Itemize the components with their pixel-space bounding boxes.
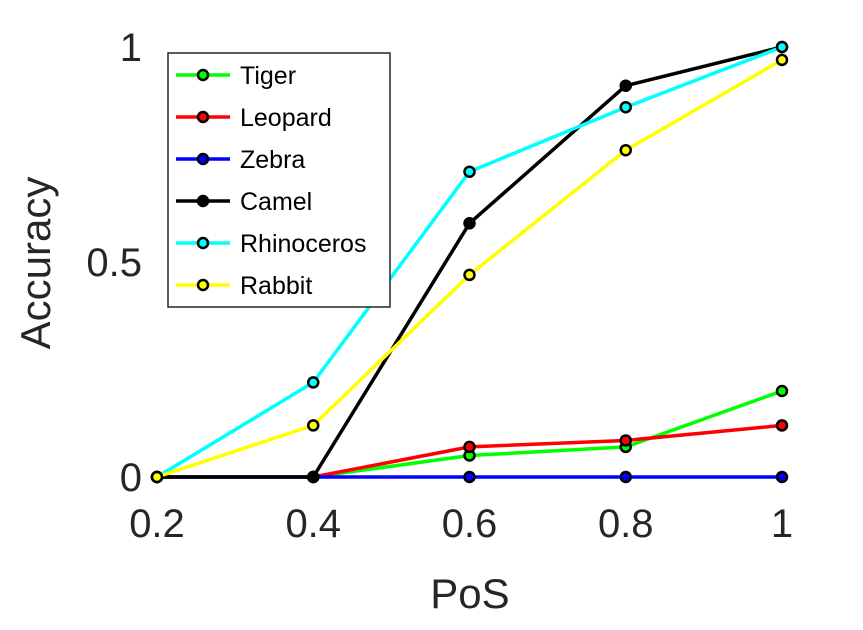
point-rhinoceros-4	[775, 40, 789, 54]
x-tick-label: 0.6	[442, 502, 498, 546]
legend-label-rabbit: Rabbit	[240, 272, 312, 300]
legend-label-tiger: Tiger	[240, 62, 296, 90]
point-camel-3	[619, 79, 632, 92]
point-rabbit-3	[619, 143, 632, 157]
point-camel-1	[307, 470, 320, 484]
legend-marker-leopard	[196, 110, 210, 124]
x-tick-label: 0.4	[285, 502, 341, 546]
point-camel-2	[463, 217, 476, 230]
point-rhinoceros-3	[619, 100, 632, 114]
legend-marker-camel	[196, 194, 210, 208]
legend-marker-rhinoceros	[196, 236, 210, 250]
plot-area	[150, 40, 789, 484]
point-tiger-4	[775, 384, 789, 398]
y-axis-label: Accuracy	[12, 177, 59, 350]
legend-label-zebra: Zebra	[240, 146, 305, 174]
x-tick-label: 0.2	[129, 502, 185, 546]
y-tick-label: 1	[120, 26, 142, 70]
point-rabbit-0	[150, 470, 164, 484]
y-tick-label: 0.5	[86, 241, 142, 285]
x-axis-label: PoS	[430, 570, 509, 617]
legend-label-leopard: Leopard	[240, 104, 332, 132]
point-rhinoceros-1	[307, 376, 320, 389]
x-tick-label: 1	[771, 502, 793, 546]
point-leopard-3	[619, 434, 632, 447]
point-zebra-3	[619, 470, 632, 484]
point-leopard-4	[775, 419, 789, 432]
legend: Tiger Leopard Zebra Camel Rhinoceros Rabbit	[167, 52, 391, 308]
axes: 0.2 0.4 0.6 0.8 1 0 0.5 1	[86, 26, 793, 546]
point-zebra-4	[775, 470, 789, 484]
x-tick-label: 0.8	[598, 502, 654, 546]
point-leopard-2	[463, 440, 476, 454]
point-rhinoceros-2	[463, 165, 476, 178]
point-rabbit-2	[463, 268, 476, 282]
legend-marker-rabbit	[196, 278, 210, 292]
legend-label-camel: Camel	[240, 188, 312, 216]
legend-marker-zebra	[196, 152, 210, 166]
point-zebra-2	[463, 470, 476, 484]
point-rabbit-4	[775, 53, 789, 67]
legend-box	[167, 52, 391, 308]
legend-marker-tiger	[196, 68, 210, 82]
point-rabbit-1	[307, 419, 320, 432]
y-tick-label: 0	[120, 456, 142, 500]
legend-label-rhinoceros: Rhinoceros	[240, 230, 366, 258]
